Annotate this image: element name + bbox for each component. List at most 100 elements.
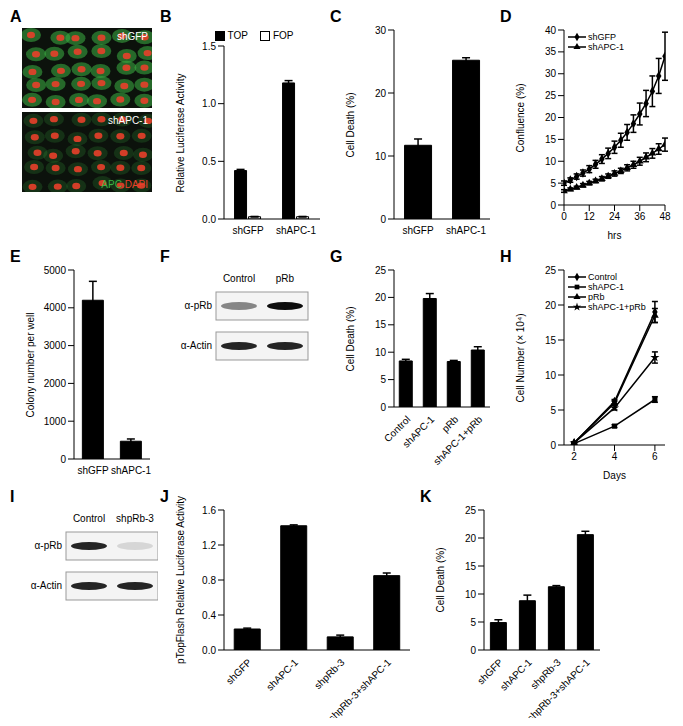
svg-text:APC DAPI: APC DAPI (101, 179, 148, 190)
html-text:B: B (160, 8, 172, 25)
svg-text:36: 36 (634, 211, 646, 222)
svg-text:24: 24 (609, 211, 621, 222)
svg-text:0: 0 (380, 214, 386, 225)
svg-text:20: 20 (545, 300, 557, 311)
svg-text:0.0: 0.0 (202, 645, 216, 656)
svg-text:25: 25 (465, 505, 477, 516)
svg-text:12: 12 (584, 211, 596, 222)
html-text:pTopFlash Relative Luciferase: pTopFlash Relative Luciferase Activity (174, 496, 186, 664)
svg-text:shAPC-1: shAPC-1 (446, 225, 486, 236)
svg-text:10: 10 (545, 370, 557, 381)
svg-text:Control: Control (223, 273, 255, 284)
svg-text:40: 40 (545, 25, 557, 36)
svg-text:0.8: 0.8 (202, 575, 216, 586)
html-text:G: G (330, 248, 343, 265)
html-text:A: A (10, 8, 22, 25)
svg-text:Control: Control (73, 513, 105, 524)
svg-text:α-pRb: α-pRb (35, 540, 63, 551)
svg-text:3000: 3000 (44, 340, 67, 351)
svg-text:1.0: 1.0 (202, 98, 216, 109)
svg-text:10: 10 (375, 347, 387, 358)
svg-text:0: 0 (550, 440, 556, 451)
svg-text:shAPC-1: shAPC-1 (108, 115, 148, 126)
svg-text:15: 15 (545, 335, 557, 346)
svg-text:shGFP: shGFP (117, 31, 148, 42)
svg-text:30: 30 (545, 68, 557, 79)
svg-text:35: 35 (545, 46, 557, 57)
svg-text:1.2: 1.2 (202, 540, 216, 551)
html-text:H: H (500, 248, 512, 265)
svg-text:6: 6 (652, 451, 658, 462)
svg-text:shGFP: shGFP (224, 656, 254, 686)
svg-text:5: 5 (550, 405, 556, 416)
svg-text:0: 0 (470, 645, 476, 656)
svg-text:0: 0 (60, 454, 66, 465)
svg-text:20: 20 (375, 292, 387, 303)
svg-text:10: 10 (465, 589, 477, 600)
svg-text:hrs: hrs (608, 230, 622, 241)
svg-text:shpRb-3+shAPC-1: shpRb-3+shAPC-1 (525, 656, 592, 718)
svg-text:20: 20 (375, 88, 387, 99)
svg-text:4000: 4000 (44, 302, 67, 313)
svg-text:5: 5 (380, 374, 386, 385)
html-text:Cell Death (%): Cell Death (%) (344, 92, 356, 157)
svg-text:0: 0 (380, 402, 386, 413)
svg-text:1.5: 1.5 (202, 41, 216, 52)
svg-text:4: 4 (612, 451, 618, 462)
svg-text:15: 15 (465, 561, 477, 572)
html-text:C: C (330, 8, 342, 25)
svg-text:shpRb-3: shpRb-3 (116, 513, 154, 524)
svg-text:25: 25 (545, 90, 557, 101)
svg-text:0.4: 0.4 (202, 610, 216, 621)
html-text:Confluence (%): Confluence (%) (514, 83, 526, 152)
svg-text:shAPC-1+pRb: shAPC-1+pRb (431, 413, 484, 466)
svg-text:20: 20 (465, 533, 477, 544)
svg-text:α-Actin: α-Actin (31, 580, 62, 591)
svg-text:0.5: 0.5 (202, 156, 216, 167)
html-text:Cell Number (× 10⁴): Cell Number (× 10⁴) (514, 313, 526, 402)
svg-text:2: 2 (571, 451, 577, 462)
html-text:Cell Death (%): Cell Death (%) (434, 547, 446, 613)
svg-text:shpRb-3: shpRb-3 (312, 656, 347, 691)
svg-text:α-pRb: α-pRb (185, 300, 213, 311)
svg-text:25: 25 (545, 265, 557, 276)
svg-text:shAPC-1: shAPC-1 (276, 225, 316, 236)
svg-text:10: 10 (375, 151, 387, 162)
svg-text:pRb: pRb (440, 413, 461, 434)
html-text:Colony number per well: Colony number per well (24, 312, 36, 417)
svg-text:5000: 5000 (44, 265, 67, 276)
svg-text:Control: Control (381, 413, 413, 445)
svg-text:α-Actin: α-Actin (181, 340, 212, 351)
svg-text:20: 20 (545, 112, 557, 123)
svg-text:25: 25 (375, 265, 387, 276)
svg-text:shGFP: shGFP (232, 225, 263, 236)
svg-text:shAPC-1: shAPC-1 (400, 413, 436, 449)
svg-text:5: 5 (550, 178, 556, 189)
html-text:K: K (420, 488, 432, 505)
svg-text:0: 0 (550, 200, 556, 211)
html-text:Cell Death (%): Cell Death (%) (344, 306, 356, 371)
svg-text:shpRb-3+shAPC-1: shpRb-3+shAPC-1 (326, 656, 393, 718)
svg-text:shAPC-1: shAPC-1 (264, 656, 300, 692)
svg-text:30: 30 (375, 25, 387, 36)
html-text:D: D (500, 8, 512, 25)
svg-text:15: 15 (545, 134, 557, 145)
svg-text:shAPC-1: shAPC-1 (498, 656, 534, 692)
svg-text:2000: 2000 (44, 378, 67, 389)
svg-text:shGFP: shGFP (475, 656, 505, 687)
svg-text:48: 48 (659, 211, 671, 222)
svg-text:shAPC-1: shAPC-1 (111, 465, 151, 476)
svg-text:1000: 1000 (44, 416, 67, 427)
svg-text:5: 5 (470, 617, 476, 628)
svg-text:0.0: 0.0 (202, 214, 216, 225)
html-text:TOP: TOP (227, 30, 248, 41)
svg-text:0: 0 (561, 211, 567, 222)
html-text:Relative Luciferase Activity: Relative Luciferase Activity (174, 73, 186, 192)
svg-text:shGFP: shGFP (77, 465, 108, 476)
svg-text:pRb: pRb (276, 273, 295, 284)
svg-text:1.6: 1.6 (202, 505, 216, 516)
svg-text:15: 15 (375, 319, 387, 330)
svg-text:Days: Days (603, 470, 626, 481)
svg-text:shGFP: shGFP (402, 225, 433, 236)
svg-text:10: 10 (545, 156, 557, 167)
